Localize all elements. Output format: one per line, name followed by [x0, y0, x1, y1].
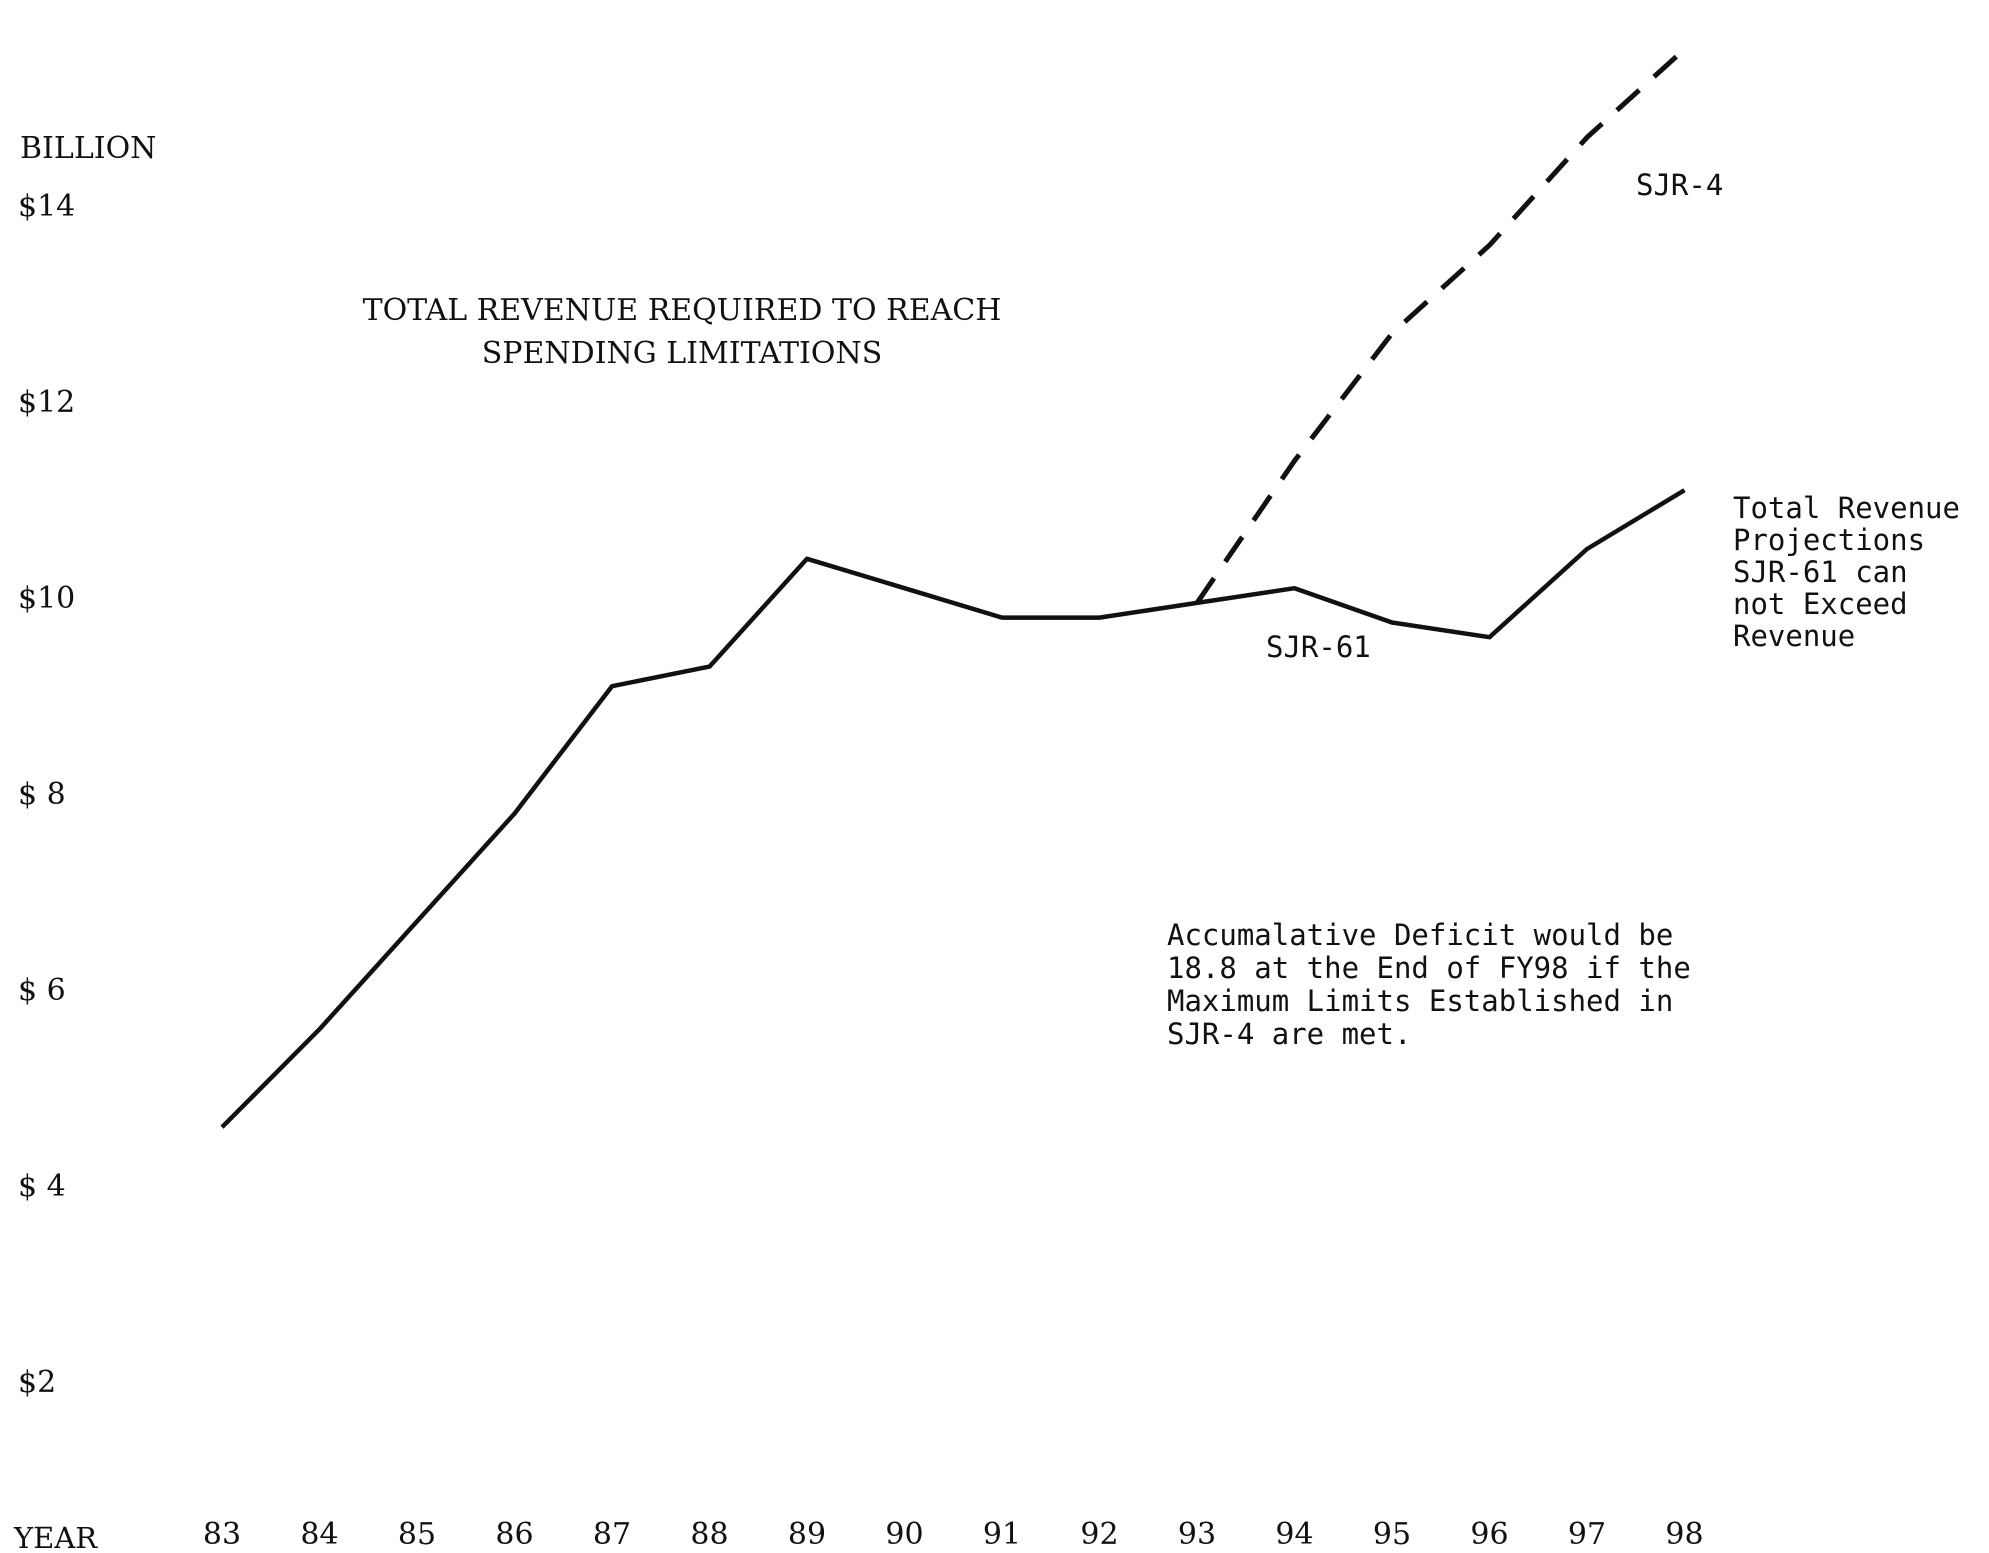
y-tick-label: $ 4	[18, 1169, 66, 1204]
x-tick-label: 96	[1470, 1517, 1508, 1552]
revenue-note-line-1: Total Revenue	[1733, 491, 1960, 525]
x-tick-label: 89	[788, 1517, 826, 1552]
revenue-note-line-2: Projections	[1733, 523, 1925, 557]
y-axis-label: BILLION	[20, 131, 156, 166]
y-tick-label: $10	[18, 581, 75, 616]
chart-title-line-2: SPENDING LIMITATIONS	[482, 336, 883, 371]
deficit-note: Accumalative Deficit would be 18.8 at th…	[1167, 918, 1691, 1051]
series-label-sjr4: SJR-4	[1636, 168, 1723, 202]
y-tick-label: $ 6	[18, 973, 66, 1008]
x-tick-label: 85	[398, 1517, 436, 1552]
x-axis-ticks: 83 84 85 86 87 88 89 90 91 92 93 94 95 96 97 98	[203, 1517, 1704, 1552]
y-axis-ticks: $14 $12 $10 $ 8 $ 6 $ 4 $2	[18, 189, 75, 1400]
y-tick-label: $14	[18, 189, 75, 224]
revenue-note-line-3: SJR-61 can	[1733, 555, 1908, 589]
x-tick-label: 91	[983, 1517, 1021, 1552]
x-tick-label: 83	[203, 1517, 241, 1552]
chart-title-line-1: TOTAL REVENUE REQUIRED TO REACH	[363, 293, 1002, 328]
x-tick-label: 95	[1373, 1517, 1411, 1552]
revenue-note-line-4: not Exceed	[1733, 587, 1908, 621]
deficit-note-line-4: SJR-4 are met.	[1167, 1017, 1411, 1051]
y-tick-label: $ 8	[18, 777, 66, 812]
y-tick-label: $12	[18, 385, 75, 420]
x-tick-label: 98	[1665, 1517, 1703, 1552]
y-tick-label: $2	[18, 1365, 56, 1400]
x-tick-label: 87	[593, 1517, 631, 1552]
x-tick-label: 93	[1178, 1517, 1216, 1552]
x-tick-label: 84	[300, 1517, 338, 1552]
series-label-sjr61: SJR-61	[1266, 630, 1371, 664]
x-tick-label: 94	[1275, 1517, 1313, 1552]
series-layer	[220, 47, 1687, 1129]
x-tick-label: 88	[690, 1517, 728, 1552]
x-tick-label: 92	[1080, 1517, 1118, 1552]
revenue-note-line-5: Revenue	[1733, 619, 1855, 653]
deficit-note-line-1: Accumalative Deficit would be	[1167, 918, 1673, 952]
x-axis-label: YEAR	[13, 1521, 98, 1553]
x-tick-label: 86	[495, 1517, 533, 1552]
chart-title: TOTAL REVENUE REQUIRED TO REACH SPENDING…	[363, 293, 1002, 371]
x-tick-label: 90	[885, 1517, 923, 1552]
revenue-note: Total Revenue Projections SJR-61 can not…	[1733, 491, 1960, 653]
x-tick-label: 97	[1568, 1517, 1606, 1552]
series-line-sjr-61	[220, 488, 1686, 1129]
deficit-note-line-3: Maximum Limits Established in	[1167, 984, 1673, 1018]
deficit-note-line-2: 18.8 at the End of FY98 if the	[1167, 951, 1691, 985]
